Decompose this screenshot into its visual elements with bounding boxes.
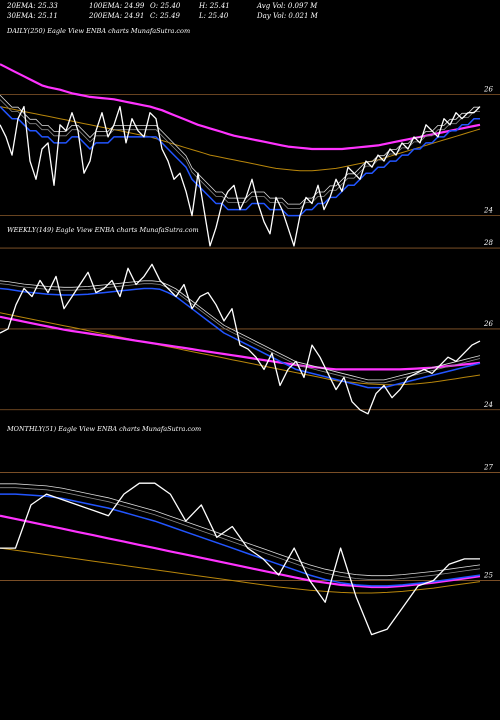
- y-tick-label: 24: [483, 207, 493, 215]
- monthly-panel-title: MONTHLY(51) Eagle View ENBA charts Munaf…: [7, 425, 202, 433]
- header-day-vol: Day Vol: 0.021 M: [257, 12, 318, 20]
- header-ema100: 100EMA: 24.99: [89, 2, 145, 10]
- ema20-line: [0, 287, 481, 389]
- daily-panel-title: DAILY(250) Eagle View ENBA charts Munafa…: [7, 27, 191, 35]
- header-avg-vol: Avg Vol: 0.097 M: [257, 2, 318, 10]
- price-line: [0, 482, 480, 636]
- daily-chart: 26 24: [0, 63, 500, 247]
- header-open: O: 25.40: [150, 2, 181, 10]
- y-tick-label: 26: [483, 320, 493, 328]
- ema200-line: [0, 547, 481, 594]
- ema-ribbon-line: [0, 280, 481, 381]
- weekly-panel-title: WEEKLY(149) Eagle View ENBA charts Munaf…: [7, 226, 199, 234]
- y-tick-label: 27: [483, 463, 493, 471]
- price-line: [0, 105, 481, 247]
- ema200-line: [0, 106, 481, 172]
- ema20-line: [0, 493, 481, 587]
- ema100-line: [0, 63, 481, 151]
- monthly-chart: 27 25: [0, 463, 500, 636]
- ema200-line: [0, 312, 481, 386]
- ema-ribbon-line: [0, 487, 481, 580]
- weekly-chart: 28 26 24: [0, 239, 500, 415]
- header-ema30: 30EMA: 25.11: [7, 12, 58, 20]
- ema100-line: [0, 315, 481, 371]
- header-low: L: 25.40: [199, 12, 229, 20]
- header-high: H: 25.41: [199, 2, 230, 10]
- price-line: [0, 263, 481, 415]
- ema-ribbon-line: [0, 99, 480, 209]
- header-ema200: 200EMA: 24.91: [89, 12, 145, 20]
- y-tick-label: 26: [483, 86, 493, 94]
- y-tick-label: 28: [483, 239, 493, 247]
- ema-ribbon-line: [0, 283, 481, 384]
- ema100-line: [0, 514, 481, 589]
- header-close: C: 25.49: [150, 12, 180, 20]
- y-tick-label: 24: [483, 401, 493, 409]
- ema-ribbon-line: [0, 483, 481, 577]
- header-ema20: 20EMA: 25.33: [7, 2, 58, 10]
- y-tick-label: 25: [483, 572, 493, 580]
